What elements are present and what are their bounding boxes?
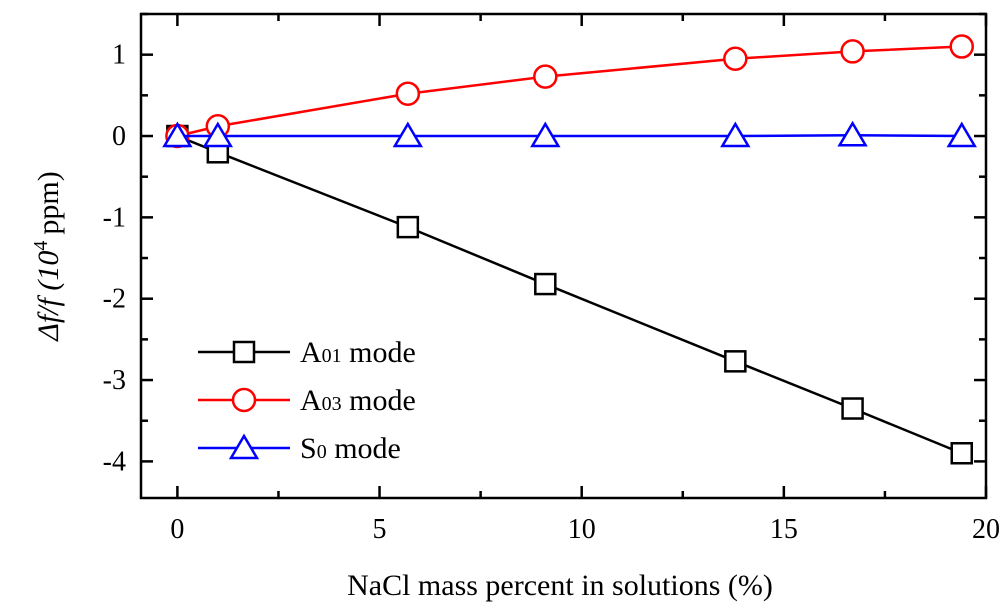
data-point xyxy=(837,120,868,147)
y-tick-label: -3 xyxy=(103,365,126,396)
legend-marker xyxy=(232,340,256,364)
y-tick-label: -4 xyxy=(103,446,126,477)
x-tick-label: 0 xyxy=(170,514,184,545)
data-point xyxy=(392,121,424,148)
data-point xyxy=(396,215,420,239)
data-point xyxy=(840,39,865,64)
x-tick-label: 10 xyxy=(568,514,596,545)
data-point xyxy=(724,350,747,373)
y-tick-label: -2 xyxy=(103,284,126,315)
legend-item: S0 mode xyxy=(198,432,401,465)
data-point xyxy=(162,121,193,148)
series-0 xyxy=(166,124,973,465)
plot-area xyxy=(162,34,977,465)
legend-label: A03 mode xyxy=(300,384,416,417)
svg-text:Δf/f (104ppm): Δf/f (104 ppm) xyxy=(30,171,65,341)
x-tick-label: 15 xyxy=(770,514,798,545)
data-point xyxy=(949,34,974,59)
legend-marker xyxy=(228,433,260,460)
y-axis-title: Δf/f (104 ppm) xyxy=(30,171,65,341)
legend-label: S0 mode xyxy=(300,432,401,465)
data-point xyxy=(202,121,234,148)
legend-item: A01 mode xyxy=(198,336,416,369)
x-tick-label: 20 xyxy=(972,514,1000,545)
data-point xyxy=(720,121,751,148)
y-tick-label: 1 xyxy=(112,40,126,71)
y-tick-label: 0 xyxy=(112,121,126,152)
legend-label: A01 mode xyxy=(300,336,416,369)
y-axis-title-unit: ppm) xyxy=(32,171,65,234)
x-tick-label: 5 xyxy=(373,514,387,545)
data-point xyxy=(395,81,421,106)
data-point xyxy=(946,121,977,148)
legend-item: A03 mode xyxy=(198,384,416,417)
series-2 xyxy=(162,120,977,148)
data-point xyxy=(533,64,558,89)
data-point xyxy=(723,46,748,71)
y-axis-title-main: Δf/f (10 xyxy=(32,251,65,342)
y-axis-title-sup: 4 xyxy=(30,241,52,251)
data-point xyxy=(950,442,973,465)
legend: A01 mode A03 mode S0 mode xyxy=(198,336,416,465)
x-axis-title: NaCl mass percent in solutions (%) xyxy=(347,569,773,602)
plot-frame xyxy=(139,12,988,500)
data-point xyxy=(534,272,557,296)
data-point xyxy=(530,121,561,148)
data-point xyxy=(841,397,864,420)
y-tick-label: -1 xyxy=(103,202,126,233)
legend-marker xyxy=(231,387,257,413)
